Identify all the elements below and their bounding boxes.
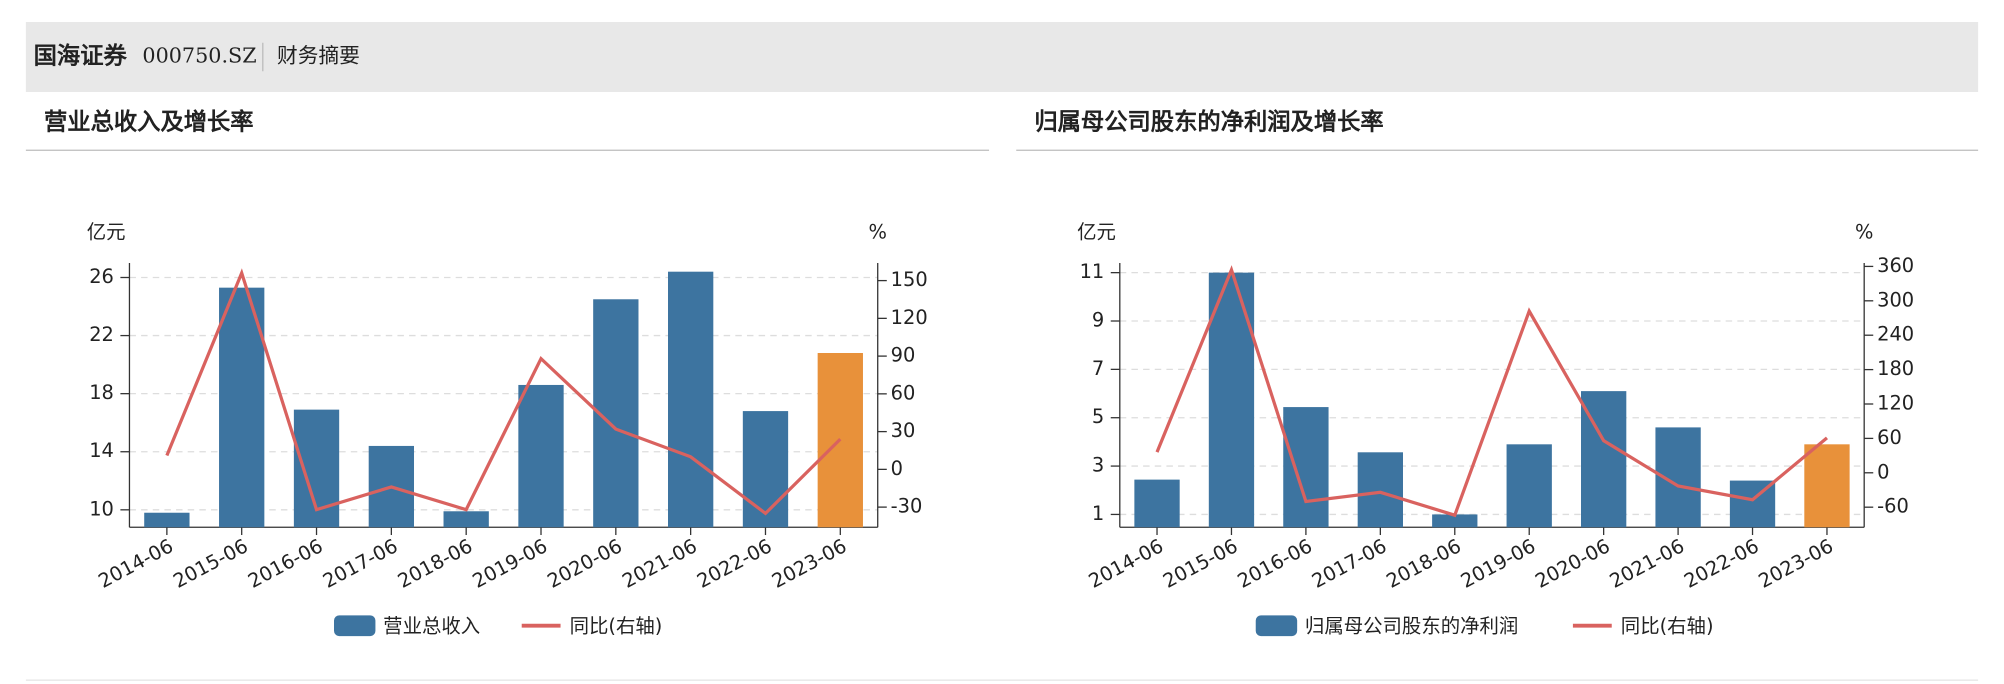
y2-axis-unit: % (868, 221, 886, 244)
panel (1016, 93, 1979, 681)
y-tick-label: 14 (89, 439, 114, 462)
y-tick-label: 5 (1092, 405, 1104, 428)
header-bar (25, 22, 1979, 92)
bar (518, 384, 564, 528)
bar (1432, 514, 1478, 528)
y2-tick-label: 30 (891, 419, 916, 442)
legend-label: 归属母公司股东的净利润 (1305, 614, 1518, 637)
y2-tick-label: 120 (891, 306, 928, 329)
bar (668, 271, 714, 528)
bar (1134, 479, 1180, 528)
panel-title: 归属母公司股东的净利润及增长率 (1034, 108, 1383, 136)
y-tick-label: 10 (89, 497, 114, 520)
section-name: 财务摘要 (277, 43, 360, 67)
bar (144, 512, 190, 528)
y2-tick-label: 150 (891, 268, 928, 291)
y2-tick-label: 180 (1877, 357, 1914, 380)
y2-tick-label: 60 (1877, 426, 1902, 449)
y-tick-label: 22 (89, 323, 114, 346)
y2-tick-label: 60 (891, 381, 916, 404)
legend-label: 同比(右轴) (1621, 614, 1714, 637)
y-tick-label: 9 (1092, 309, 1104, 332)
bar (1804, 444, 1850, 528)
y2-axis-unit: % (1855, 221, 1873, 244)
y2-tick-label: 240 (1877, 323, 1914, 346)
bar (1283, 407, 1329, 528)
y-tick-label: 7 (1092, 357, 1104, 380)
y-tick-label: 26 (89, 265, 114, 288)
y-axis-unit: 亿元 (87, 221, 126, 244)
y2-tick-label: 0 (1877, 460, 1889, 483)
stock-code: 000750.SZ (142, 43, 256, 67)
y-tick-label: 11 (1080, 260, 1105, 283)
legend-swatch (334, 615, 376, 637)
line (165, 268, 842, 516)
legend-label: 营业总收入 (383, 614, 480, 637)
y-tick-label: 3 (1092, 454, 1104, 477)
company-name: 国海证券 (34, 41, 128, 69)
y2-tick-label: -60 (1877, 495, 1909, 518)
panel-title: 营业总收入及增长率 (44, 108, 254, 136)
y-axis-unit: 亿元 (1077, 221, 1116, 244)
bar (219, 287, 265, 528)
y2-tick-label: 300 (1877, 288, 1914, 311)
y2-tick-label: -30 (891, 495, 923, 518)
legend-swatch (1255, 615, 1298, 637)
bar (443, 511, 489, 528)
line (1155, 265, 1829, 518)
legend-label: 同比(右轴) (570, 614, 663, 637)
y2-tick-label: 360 (1877, 254, 1914, 277)
bar (742, 411, 789, 528)
y2-tick-label: 120 (1877, 391, 1914, 414)
bar (1357, 452, 1403, 528)
y2-tick-label: 0 (891, 457, 903, 480)
bar (1506, 444, 1552, 528)
y2-tick-label: 90 (891, 344, 916, 367)
y-tick-label: 1 (1092, 502, 1104, 525)
y-tick-label: 18 (89, 381, 114, 404)
